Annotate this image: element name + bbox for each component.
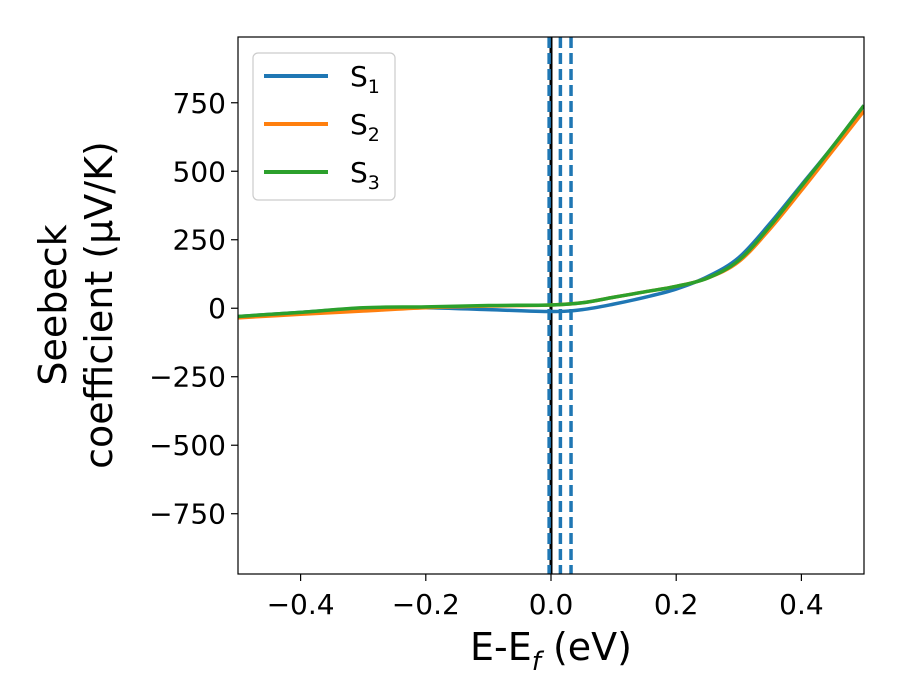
- y-axis: 750 500 250 0 −250 −500 −750: [149, 87, 238, 531]
- x-axis: −0.4 −0.2 0.0 0.2 0.4: [267, 574, 824, 621]
- legend-box: [252, 52, 396, 201]
- legend: S1 S2 S3: [252, 52, 396, 201]
- y-tick-label: 750: [173, 87, 226, 120]
- x-axis-label: E-Ef (eV): [470, 625, 632, 677]
- legend-label-s3: S3: [350, 156, 380, 194]
- x-tick-label: −0.4: [267, 588, 335, 621]
- x-tick-label: 0.4: [779, 588, 824, 621]
- legend-label-s2: S2: [350, 108, 380, 146]
- y-tick-label: 0: [208, 292, 226, 325]
- y-axis-label-line2: coefficient (μV/K): [77, 141, 121, 469]
- x-tick-label: −0.2: [392, 588, 460, 621]
- y-tick-label: 250: [173, 224, 226, 257]
- x-tick-label: 0.0: [529, 588, 574, 621]
- x-tick-label: 0.2: [654, 588, 699, 621]
- series-line-s3: [238, 104, 864, 319]
- legend-label-s1: S1: [350, 60, 380, 98]
- y-axis-label-line1: Seebeck: [31, 224, 75, 385]
- y-tick-label: −250: [149, 361, 226, 394]
- y-tick-label: −750: [149, 498, 226, 531]
- y-tick-label: −500: [149, 429, 226, 462]
- y-tick-label: 500: [173, 155, 226, 188]
